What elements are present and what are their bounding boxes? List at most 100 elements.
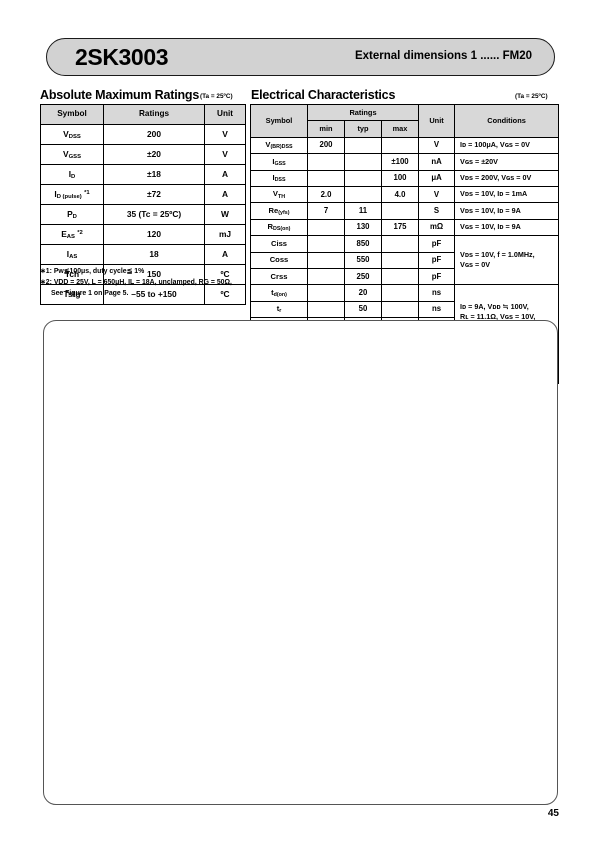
cell-unit: pF — [418, 251, 456, 269]
cell-typ — [344, 169, 382, 187]
cell-symbol: tr — [250, 300, 308, 319]
cell-symbol: VDSS — [40, 124, 104, 145]
electrical-characteristics-heading: Electrical Characteristics — [251, 88, 396, 102]
external-dimensions-label: External dimensions 1 ...... FM20 — [354, 49, 532, 62]
column-header-unit: Unit — [418, 104, 456, 138]
cell-symbol: EAS *2 — [40, 224, 104, 245]
cell-symbol: VGSS — [40, 144, 104, 165]
cell-unit: W — [204, 204, 246, 225]
cell-min — [307, 235, 345, 253]
cell-conditions-merged: Vᴅs = 10V, f = 1.0MHz, Vɢs = 0V — [454, 235, 560, 286]
table-row: IDSS 100 μA Vᴅs = 200V, Vɢs = 0V — [250, 169, 560, 187]
cell-rating: 35 (Tc = 25ºC) — [103, 204, 205, 225]
cell-typ: 250 — [344, 267, 382, 286]
external-dimensions-figure-box — [43, 320, 558, 805]
cell-max: 4.0 — [380, 185, 420, 204]
cell-unit: pF — [418, 235, 456, 253]
cell-unit: A — [204, 164, 246, 185]
absolute-ratings-temperature-note: (Ta = 25ºC) — [200, 93, 233, 100]
table-header-row-outer: Symbol Ratings Unit Conditions — [250, 103, 560, 138]
cell-conditions: Vᴅs = 10V, Iᴅ = 9A — [454, 202, 560, 220]
cell-unit: V — [418, 136, 456, 155]
electrical-characteristics-temperature-note: (Ta = 25ºC) — [515, 93, 548, 100]
table-row: IAS 18 A — [40, 244, 246, 265]
cell-unit: V — [418, 185, 456, 204]
cell-unit: pF — [418, 267, 456, 286]
cell-typ — [344, 136, 382, 155]
cell-max — [380, 251, 420, 269]
cell-unit: mΩ — [418, 218, 456, 237]
cell-symbol: Coss — [250, 251, 308, 269]
cell-typ: 20 — [344, 284, 382, 302]
column-header-conditions: Conditions — [454, 104, 560, 138]
table-row: ID ±18 A — [40, 164, 246, 185]
absolute-ratings-footnotes: ∗1: Pw≦100μs, duty cycle≦ 1% ∗2: VDD = 2… — [40, 266, 255, 300]
cell-min — [307, 251, 345, 269]
cell-max: ±100 — [380, 153, 420, 171]
cell-typ: 850 — [344, 235, 382, 253]
cell-min — [307, 153, 345, 171]
table-row: IGSS ±100 nA Vɢs = ±20V — [250, 153, 560, 171]
cell-conditions: Vᴅs = 200V, Vɢs = 0V — [454, 169, 560, 187]
cell-symbol: V(BR)DSS — [250, 136, 308, 155]
cell-unit: S — [418, 202, 456, 220]
part-number-title: 2SK3003 — [75, 43, 169, 70]
footnote-2-line-1: ∗2: VDD = 25V, L = 650μH, IL = 18A, uncl… — [40, 279, 232, 287]
cell-rating: 18 — [103, 244, 205, 265]
cell-unit: ns — [418, 300, 456, 319]
table-row: Tstg –55 to +150 ºC — [40, 284, 246, 305]
cell-rating: ±72 — [103, 184, 205, 205]
table-row: PD 35 (Tc = 25ºC) W — [40, 204, 246, 225]
table-row: RDS(on) 130 175 mΩ Vɢs = 10V, Iᴅ = 9A — [250, 218, 560, 237]
table-row: ID (pulse) *1 ±72 A — [40, 184, 246, 205]
table-row: Ciss 850 pF Vᴅs = 10V, f = 1.0MHz, Vɢs = 0V — [250, 235, 560, 286]
table-row: VTH 2.0 4.0 V Vᴅs = 10V, Iᴅ = 1mA — [250, 185, 560, 204]
cell-symbol: VTH — [250, 185, 308, 204]
column-header-typ: typ — [344, 120, 382, 138]
cell-symbol: IAS — [40, 244, 104, 265]
page-header-bar: 2SK3003 External dimensions 1 ...... FM2… — [46, 38, 555, 76]
cell-max — [380, 235, 420, 253]
column-header-symbol: Symbol — [250, 104, 308, 138]
cell-max — [380, 267, 420, 286]
cell-rating: ±18 — [103, 164, 205, 185]
cell-symbol: ID — [40, 164, 104, 185]
cell-symbol: Crss — [250, 267, 308, 286]
cell-typ — [344, 185, 382, 204]
footnote-1: ∗1: Pw≦100μs, duty cycle≦ 1% — [40, 268, 145, 275]
cell-symbol: ID (pulse) *1 — [40, 184, 104, 205]
column-header-symbol: Symbol — [40, 104, 104, 125]
table-row: VGSS ±20 V — [40, 144, 246, 165]
cell-min — [307, 169, 345, 187]
cell-min — [307, 267, 345, 286]
cell-unit: A — [204, 244, 246, 265]
table-row: Coss 550 pF — [250, 251, 559, 269]
cell-conditions: Vɢs = ±20V — [454, 153, 560, 171]
cell-symbol: PD — [40, 204, 104, 225]
column-header-unit: Unit — [204, 104, 246, 125]
cell-symbol: IGSS — [250, 153, 308, 171]
cell-rating: 200 — [103, 124, 205, 145]
cell-typ — [344, 153, 382, 171]
cell-max: 175 — [380, 218, 420, 237]
cell-typ: 50 — [344, 300, 382, 319]
cell-unit: ºC — [204, 284, 246, 305]
cell-rating: 120 — [103, 224, 205, 245]
table-row: EAS *2 120 mJ — [40, 224, 246, 245]
cell-unit: A — [204, 184, 246, 205]
cell-min: 7 — [307, 202, 345, 220]
table-row: V(BR)DSS 200 V Iᴅ = 100μA, Vɢs = 0V — [250, 136, 560, 155]
cell-symbol: Re(yfs) — [250, 202, 308, 220]
cell-rating: ±20 — [103, 144, 205, 165]
absolute-maximum-ratings-heading: Absolute Maximum Ratings — [40, 88, 200, 102]
cell-symbol: RDS(on) — [250, 218, 308, 237]
table-header-row-inner: min typ max — [251, 120, 559, 138]
cell-conditions: Iᴅ = 100μA, Vɢs = 0V — [454, 136, 560, 155]
cell-min — [307, 218, 345, 237]
cell-typ: 11 — [344, 202, 382, 220]
cell-symbol: IDSS — [250, 169, 308, 187]
column-header-ratings: Ratings — [306, 103, 420, 121]
cell-unit: V — [204, 124, 246, 145]
cell-symbol: td(on) — [250, 284, 308, 302]
table-row: td(on) 20 ns Iᴅ = 9A, Vᴅᴅ ≒ 100V, Rʟ = 11.1Ω… — [250, 284, 560, 351]
